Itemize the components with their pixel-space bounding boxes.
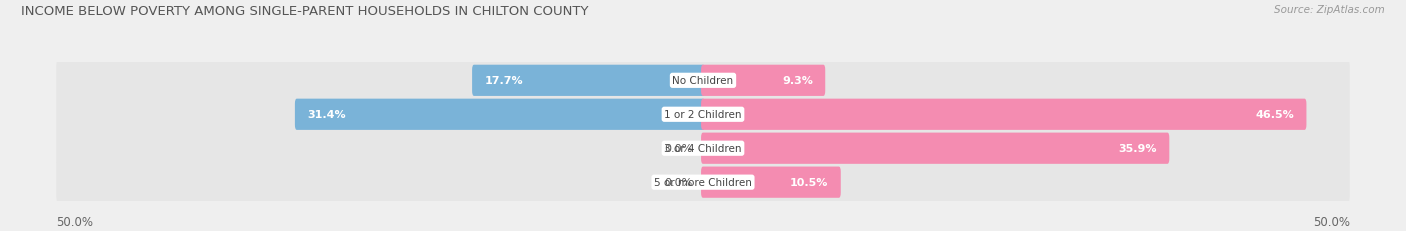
Text: 46.5%: 46.5% bbox=[1256, 110, 1294, 120]
Text: 50.0%: 50.0% bbox=[1313, 215, 1350, 228]
Text: 3 or 4 Children: 3 or 4 Children bbox=[664, 144, 742, 154]
Text: 1 or 2 Children: 1 or 2 Children bbox=[664, 110, 742, 120]
Text: Source: ZipAtlas.com: Source: ZipAtlas.com bbox=[1274, 5, 1385, 15]
Text: 0.0%: 0.0% bbox=[665, 177, 693, 187]
Text: 35.9%: 35.9% bbox=[1119, 144, 1157, 154]
Text: 31.4%: 31.4% bbox=[307, 110, 346, 120]
Text: 17.7%: 17.7% bbox=[485, 76, 523, 86]
Text: No Children: No Children bbox=[672, 76, 734, 86]
FancyBboxPatch shape bbox=[56, 126, 1350, 171]
FancyBboxPatch shape bbox=[702, 99, 1306, 130]
Text: 0.0%: 0.0% bbox=[665, 144, 693, 154]
FancyBboxPatch shape bbox=[702, 133, 1170, 164]
Text: 50.0%: 50.0% bbox=[56, 215, 93, 228]
FancyBboxPatch shape bbox=[56, 92, 1350, 137]
Text: 10.5%: 10.5% bbox=[790, 177, 828, 187]
FancyBboxPatch shape bbox=[472, 65, 704, 97]
FancyBboxPatch shape bbox=[56, 58, 1350, 104]
Text: 9.3%: 9.3% bbox=[782, 76, 813, 86]
FancyBboxPatch shape bbox=[295, 99, 704, 130]
FancyBboxPatch shape bbox=[56, 160, 1350, 205]
Text: 5 or more Children: 5 or more Children bbox=[654, 177, 752, 187]
FancyBboxPatch shape bbox=[702, 167, 841, 198]
FancyBboxPatch shape bbox=[702, 65, 825, 97]
Text: INCOME BELOW POVERTY AMONG SINGLE-PARENT HOUSEHOLDS IN CHILTON COUNTY: INCOME BELOW POVERTY AMONG SINGLE-PARENT… bbox=[21, 5, 589, 18]
